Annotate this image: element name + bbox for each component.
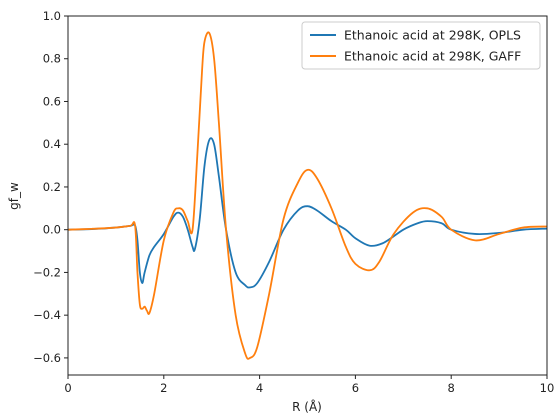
legend: Ethanoic acid at 298K, OPLS Ethanoic aci… bbox=[301, 21, 541, 70]
y-tick-label: 0.2 bbox=[43, 180, 61, 194]
x-axis-label: R (Å) bbox=[292, 399, 322, 414]
x-tick-label: 4 bbox=[256, 381, 263, 395]
legend-label-gaff: Ethanoic acid at 298K, GAFF bbox=[344, 49, 521, 64]
x-tick-label: 10 bbox=[540, 381, 555, 395]
y-tick-label: −0.2 bbox=[33, 265, 61, 279]
legend-label-opls: Ethanoic acid at 298K, OPLS bbox=[344, 28, 521, 43]
y-tick-label: −0.4 bbox=[33, 308, 61, 322]
legend-box bbox=[301, 21, 541, 70]
x-tick-label: 0 bbox=[64, 381, 71, 395]
y-tick-label: 1.0 bbox=[43, 9, 61, 23]
y-tick-label: 0.6 bbox=[43, 94, 61, 108]
y-tick-label: 0.8 bbox=[43, 52, 61, 66]
x-axis-ticks: 0 2 4 6 8 10 bbox=[64, 375, 554, 395]
y-tick-label: 0.4 bbox=[43, 137, 61, 151]
x-tick-label: 2 bbox=[160, 381, 167, 395]
plot-background bbox=[68, 16, 547, 375]
y-tick-label: −0.6 bbox=[33, 351, 61, 365]
plot-frame bbox=[67, 15, 548, 376]
y-axis-label: gf_w bbox=[7, 182, 21, 210]
series-layer bbox=[67, 31, 548, 360]
x-tick-label: 6 bbox=[352, 381, 359, 395]
x-tick-label: 8 bbox=[448, 381, 455, 395]
series-line-1 bbox=[67, 31, 548, 360]
y-tick-label: 0.0 bbox=[43, 223, 61, 237]
y-axis-ticks: −0.6 −0.4 −0.2 0.0 0.2 0.4 0.6 0.8 1.0 bbox=[33, 9, 68, 365]
